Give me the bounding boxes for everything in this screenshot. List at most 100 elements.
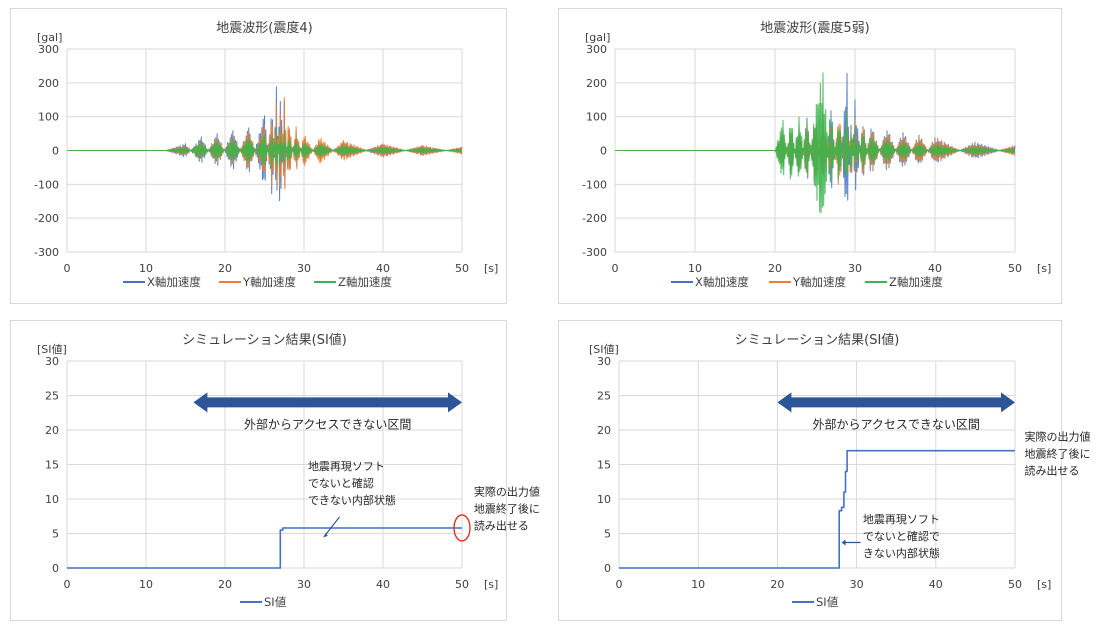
state-note-line: 地震再現ソフト	[308, 460, 385, 473]
waveform-chart-shindo4: 地震波形(震度4) [gal] [s] 0 10 20 30 40 50 300 200 100 0 -1…	[34, 20, 498, 289]
y-tick-label: 5	[52, 528, 59, 541]
y-tick-label: 300	[38, 43, 59, 56]
range-double-arrow	[777, 392, 1015, 413]
x-tick-label: 40	[376, 578, 390, 591]
range-double-arrow	[193, 392, 462, 413]
series-line-Z軸加速度	[67, 126, 463, 169]
x-tick-label: 30	[297, 262, 311, 275]
output-note-line: 実際の出力値	[474, 485, 540, 499]
y-tick-label: 30	[45, 355, 59, 368]
si-chart-shindo4: シミュレーション結果(SI値)[SI値][s]0 10 20 30 40 50302520…	[37, 332, 540, 609]
legend-label: X軸加速度	[695, 275, 749, 289]
y-tick-label: -200	[34, 212, 59, 225]
si-chart-shindo5: シミュレーション結果(SI値)[SI値][s]0 10 20 30 40 50302520…	[589, 332, 1091, 609]
y-tick-label: 5	[604, 528, 611, 541]
y-axis-unit-label: [gal]	[37, 31, 62, 44]
y-tick-label: 100	[38, 111, 59, 124]
y-tick-label: 10	[45, 493, 59, 506]
y-tick-label: 0	[604, 562, 611, 575]
state-note-pointer-head	[323, 532, 328, 537]
waveform-chart-shindo5: 地震波形(震度5弱)[gal][s]0 10 20 30 40 503002001000-…	[582, 20, 1051, 289]
y-tick-label: 100	[586, 111, 607, 124]
output-note-line: 地震終了後に	[474, 502, 540, 516]
state-note-line: でないと確認で	[863, 529, 940, 543]
chart-panel-si-shindo5: シミュレーション結果(SI値) [SI値] [s] 0 10 20 30 40 50 30 25 20…	[558, 320, 1091, 621]
x-tick-label: 20	[218, 262, 232, 275]
y-axis-unit-label: [SI値]	[37, 343, 67, 356]
y-tick-label: -200	[582, 212, 607, 225]
y-tick-label: 300	[586, 43, 607, 56]
x-tick-label: 10	[688, 262, 702, 275]
legend-label: Y軸加速度	[792, 275, 847, 289]
x-tick-label: 30	[848, 262, 862, 275]
x-tick-label: 0	[64, 262, 71, 275]
series-line-SI値	[67, 527, 462, 569]
x-tick-label: 30	[850, 578, 864, 591]
state-note-line: できない内部状態	[308, 493, 396, 507]
y-tick-label: 200	[586, 77, 607, 90]
chart-title: シミュレーション結果(SI値)	[182, 332, 347, 348]
x-axis-unit-label: [s]	[1037, 262, 1051, 275]
x-tick-label: 30	[297, 578, 311, 591]
x-axis-unit-label: [s]	[484, 262, 498, 275]
x-tick-label: 0	[612, 262, 619, 275]
y-tick-label: -100	[582, 178, 607, 191]
y-tick-label: 0	[52, 562, 59, 575]
x-tick-label: 50	[455, 578, 469, 591]
y-tick-label: 30	[597, 355, 611, 368]
y-tick-label: -300	[34, 246, 59, 259]
legend-label: X軸加速度	[147, 275, 201, 289]
x-tick-label: 10	[139, 262, 153, 275]
legend-label: Y軸加速度	[242, 275, 297, 289]
chart-title: シミュレーション結果(SI値)	[735, 332, 900, 348]
x-tick-label: 50	[1008, 262, 1022, 275]
y-tick-label: 20	[45, 424, 59, 437]
output-value-circle	[453, 514, 471, 542]
x-tick-label: 10	[139, 578, 153, 591]
x-tick-label: 20	[218, 578, 232, 591]
chart-panel-waveform-shindo5: 地震波形(震度5弱) [gal] [s] 0 10 20 30 40 50 300 200 100 0-…	[558, 8, 1062, 304]
x-tick-label: 40	[928, 262, 942, 275]
y-tick-label: 10	[597, 493, 611, 506]
output-note-line: 実際の出力値	[1025, 429, 1091, 443]
legend-label: SI値	[816, 595, 839, 609]
state-note-pointer-head	[841, 539, 846, 546]
series-line-SI値	[619, 449, 1015, 569]
y-axis-unit-label: [gal]	[585, 31, 610, 44]
output-note-line: 読み出せる	[474, 519, 529, 533]
y-tick-label: 0	[600, 145, 607, 158]
state-note-pointer	[323, 516, 341, 538]
series-line-Z軸加速度	[615, 72, 1016, 214]
chart-title: 地震波形(震度5弱)	[760, 20, 869, 36]
chart-title: 地震波形(震度4)	[216, 20, 312, 36]
x-tick-label: 20	[768, 262, 782, 275]
legend-label: SI値	[264, 595, 287, 609]
range-arrow-label: 外部からアクセスできない区間	[812, 416, 979, 431]
x-tick-label: 50	[1008, 578, 1022, 591]
state-note-line: きない内部状態	[863, 546, 940, 560]
chart-panel-waveform-shindo4: 地震波形(震度4) [gal] [s] 0 10 20 30 40 50 300 200 100 0 -1…	[10, 8, 507, 304]
y-tick-label: 15	[597, 459, 611, 472]
range-arrow-label: 外部からアクセスできない区間	[244, 416, 411, 431]
x-axis-unit-label: [s]	[1037, 578, 1051, 591]
x-tick-label: 50	[455, 262, 469, 275]
y-tick-label: 0	[52, 145, 59, 158]
output-note-line: 地震終了後に	[1025, 446, 1091, 460]
x-tick-label: 10	[691, 578, 705, 591]
x-tick-label: 20	[770, 578, 784, 591]
y-tick-label: 200	[38, 77, 59, 90]
y-tick-label: 20	[597, 424, 611, 437]
output-note-line: 読み出せる	[1025, 463, 1080, 477]
x-tick-label: 0	[616, 578, 623, 591]
y-tick-label: -300	[582, 246, 607, 259]
x-tick-label: 40	[929, 578, 943, 591]
x-tick-label: 40	[376, 262, 390, 275]
x-tick-label: 0	[64, 578, 71, 591]
legend-label: Z軸加速度	[338, 275, 392, 289]
legend-label: Z軸加速度	[889, 275, 943, 289]
x-axis-unit-label: [s]	[484, 578, 498, 591]
state-note-line: 地震再現ソフト	[863, 513, 940, 526]
y-tick-label: 15	[45, 459, 59, 472]
y-tick-label: 25	[45, 390, 59, 403]
y-tick-label: -100	[34, 178, 59, 191]
